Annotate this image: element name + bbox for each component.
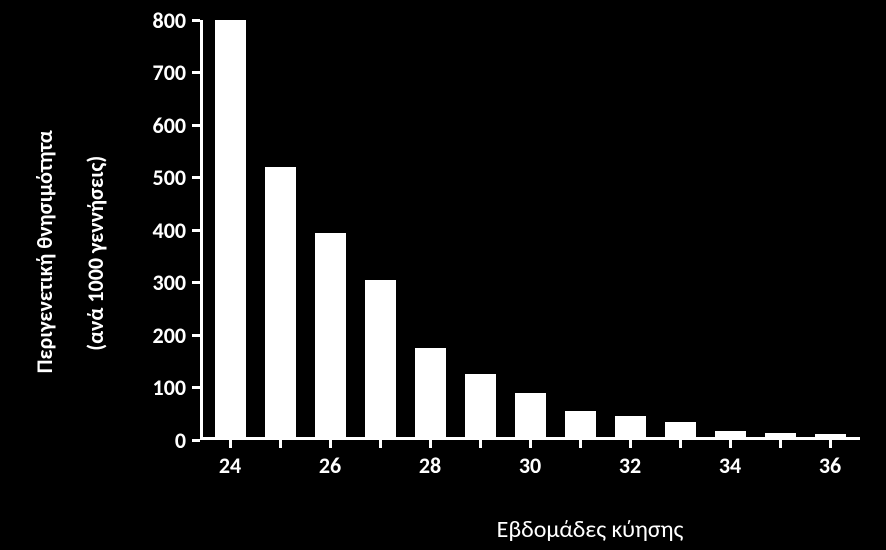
y-tick-mark — [192, 439, 200, 442]
bar — [465, 374, 496, 440]
x-tick-label: 28 — [400, 452, 460, 479]
y-tick-label: 0 — [126, 427, 186, 454]
y-tick-label: 400 — [126, 217, 186, 244]
x-axis-label-text: Εβδομάδες κύησης — [497, 515, 684, 544]
x-tick-mark — [279, 440, 282, 448]
x-tick-mark — [429, 440, 432, 448]
x-tick-mark — [729, 440, 732, 448]
x-tick-mark — [629, 440, 632, 448]
bar — [665, 422, 696, 440]
x-tick-label: 32 — [600, 452, 660, 479]
x-tick-mark — [329, 440, 332, 448]
bar — [515, 393, 546, 440]
y-tick-mark — [192, 176, 200, 179]
chart-container: Περιγενετική θνησιμότητα (ανά 1000 γεννή… — [0, 0, 886, 550]
x-tick-label: 24 — [200, 452, 260, 479]
y-tick-label: 800 — [126, 7, 186, 34]
y-tick-label: 700 — [126, 59, 186, 86]
x-tick-mark — [779, 440, 782, 448]
bar — [765, 433, 796, 440]
bar — [315, 233, 346, 440]
x-axis-label: Εβδομάδες κύησης — [440, 515, 740, 544]
x-tick-mark — [679, 440, 682, 448]
bar — [565, 411, 596, 440]
bar — [215, 20, 246, 440]
y-tick-label: 600 — [126, 112, 186, 139]
y-tick-mark — [192, 71, 200, 74]
y-tick-label: 300 — [126, 269, 186, 296]
y-tick-mark — [192, 19, 200, 22]
y-tick-mark — [192, 124, 200, 127]
bar — [415, 348, 446, 440]
bar — [265, 167, 296, 440]
x-tick-mark — [379, 440, 382, 448]
bar — [365, 280, 396, 440]
x-tick-mark — [229, 440, 232, 448]
x-tick-label: 36 — [800, 452, 860, 479]
x-tick-mark — [829, 440, 832, 448]
plot-area: 010020030040050060070080024262830323436 — [200, 20, 860, 440]
x-tick-mark — [579, 440, 582, 448]
x-tick-label: 34 — [700, 452, 760, 479]
y-tick-label: 100 — [126, 374, 186, 401]
x-tick-label: 26 — [300, 452, 360, 479]
y-axis-line — [200, 20, 203, 440]
bar — [615, 416, 646, 440]
x-tick-mark — [529, 440, 532, 448]
y-axis-label-line2: (ανά 1000 γεννήσεις) — [82, 156, 109, 351]
x-tick-mark — [479, 440, 482, 448]
x-tick-label: 30 — [500, 452, 560, 479]
y-tick-mark — [192, 229, 200, 232]
y-axis-label: Περιγενετική θνησιμότητα (ανά 1000 γεννή… — [7, 133, 133, 393]
y-tick-label: 500 — [126, 164, 186, 191]
y-tick-mark — [192, 386, 200, 389]
y-tick-mark — [192, 281, 200, 284]
y-tick-mark — [192, 334, 200, 337]
bar — [715, 431, 746, 440]
y-axis-label-line1: Περιγενετική θνησιμότητα — [31, 130, 58, 373]
y-tick-label: 200 — [126, 322, 186, 349]
